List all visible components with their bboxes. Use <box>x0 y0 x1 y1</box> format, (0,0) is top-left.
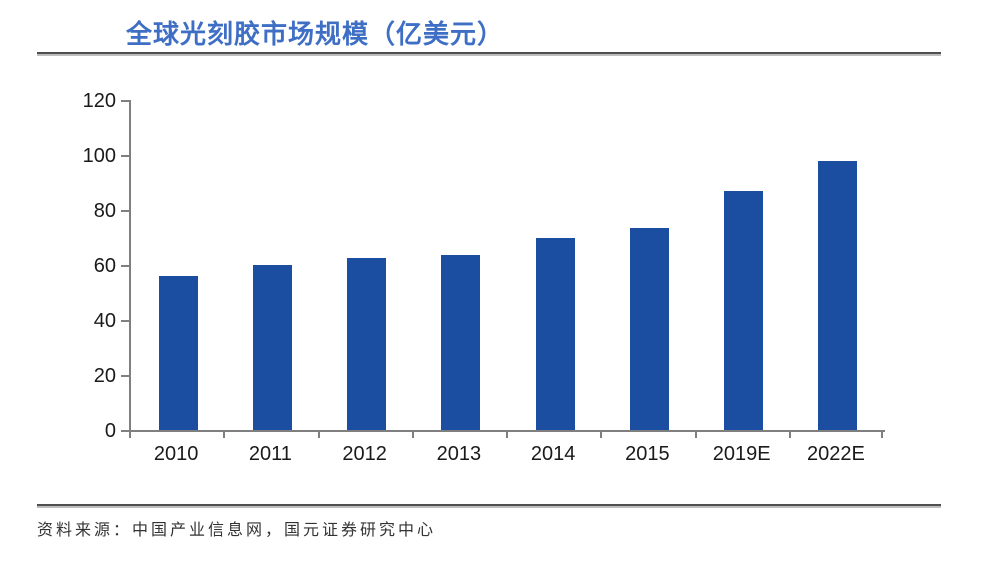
y-axis-tick <box>121 430 129 432</box>
x-axis-tick <box>129 432 131 438</box>
x-axis-tick <box>506 432 508 438</box>
y-axis-tick <box>121 320 129 322</box>
y-axis-tick-label: 20 <box>93 365 116 387</box>
plot-area <box>129 100 885 432</box>
bar-2015 <box>629 227 669 430</box>
y-axis-tick <box>121 100 129 102</box>
x-axis-tick <box>881 432 883 438</box>
bar-2011 <box>252 265 292 430</box>
x-axis-label-2011: 2011 <box>248 443 292 465</box>
y-axis-tick <box>121 210 129 212</box>
footer-top-rule <box>37 504 941 506</box>
chart-title: 全球光刻胶市场规模（亿美元） <box>126 20 505 49</box>
x-axis-tick <box>694 432 697 438</box>
bar-2019E <box>724 190 764 430</box>
bar-2013 <box>441 255 481 430</box>
bar-2012 <box>347 258 387 430</box>
bar-2014 <box>535 237 575 430</box>
x-axis-label-2015: 2015 <box>625 443 670 465</box>
x-axis-tick <box>223 432 226 438</box>
x-axis-tick <box>788 432 791 438</box>
y-axis-tick-label: 60 <box>93 255 116 277</box>
x-axis-label-2010: 2010 <box>153 443 199 465</box>
x-axis-label-2012: 2012 <box>342 443 387 465</box>
y-axis-tick <box>121 265 129 267</box>
x-axis-tick <box>600 432 603 438</box>
y-axis-tick-label: 40 <box>93 310 116 332</box>
y-axis-tick <box>121 375 129 377</box>
y-axis-tick-label: 100 <box>82 145 116 167</box>
x-axis-tick <box>411 432 414 438</box>
title-underline-rule <box>37 52 941 54</box>
bar-2010 <box>158 276 198 430</box>
bar-2022E <box>818 160 858 430</box>
y-axis-tick-label: 0 <box>104 420 116 442</box>
x-axis-label-2013: 2013 <box>436 443 482 465</box>
x-axis-tick <box>317 432 320 438</box>
y-axis-tick-label: 120 <box>82 90 116 112</box>
x-axis-label-2019E: 2019E <box>712 443 771 465</box>
source-note: 资料来源：中国产业信息网，国元证券研究中心 <box>37 522 437 539</box>
x-axis-label-2022E: 2022E <box>806 443 865 465</box>
y-axis-tick-label: 80 <box>93 200 116 222</box>
x-axis-label-2014: 2014 <box>530 443 576 465</box>
y-axis-tick <box>121 155 129 157</box>
